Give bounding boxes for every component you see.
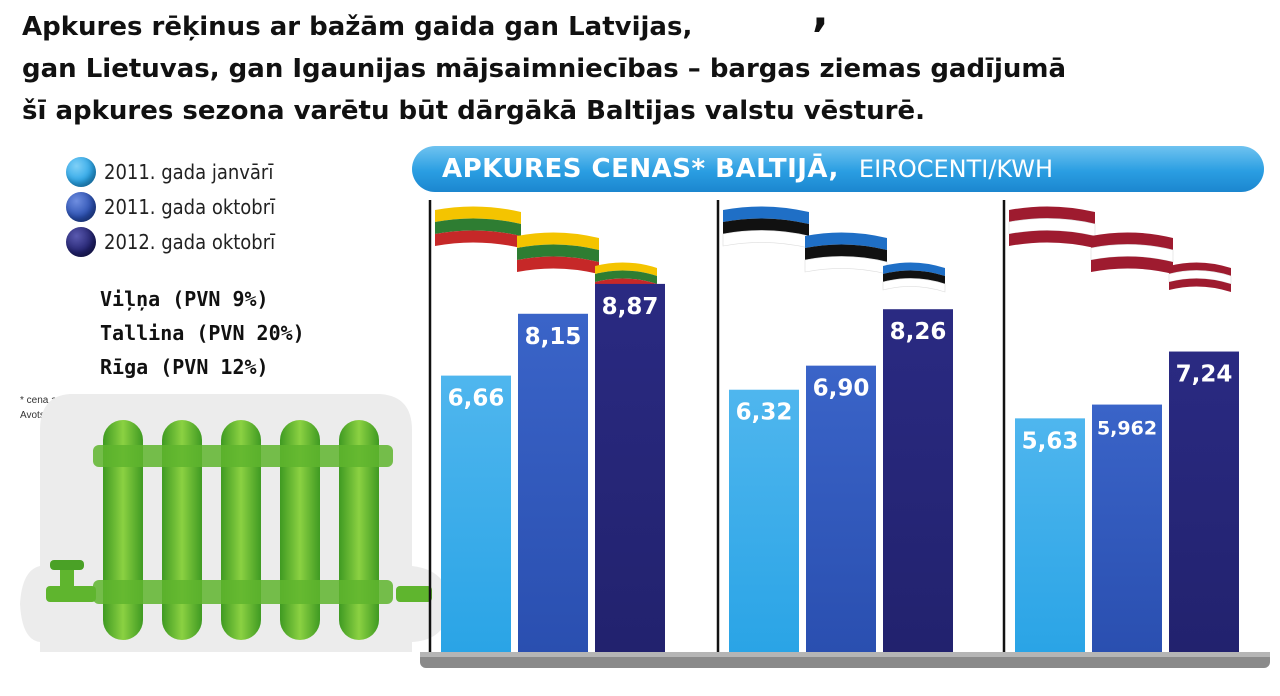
legend-label: 2011. gada oktobrī: [104, 194, 276, 219]
legend-item: 2012. gada oktobrī: [66, 224, 275, 259]
headline: Apkures rēķinus ar bažām gaida gan Latvi…: [22, 6, 1202, 132]
bar: [595, 283, 665, 652]
chart-title-banner: APKURES CENAS* BALTIJĀ, EIROCENTI/KWH: [412, 146, 1264, 192]
chart-title: APKURES CENAS* BALTIJĀ,: [442, 154, 839, 184]
city-tallinn: Tallina (PVN 20%): [100, 321, 305, 345]
bar-value-label: 7,24: [1176, 362, 1233, 388]
bar-value-label: 8,15: [525, 324, 582, 350]
legend: 2011. gada janvārī 2011. gada oktobrī 20…: [66, 154, 275, 259]
legend-label: 2012. gada oktobrī: [104, 229, 276, 254]
radiator-valve: [46, 560, 432, 602]
headline-line-3: šī apkures sezona varētu būt dārgākā Bal…: [22, 96, 925, 126]
legend-swatch-2011-jan: [66, 156, 96, 187]
bar-value-label: 8,26: [890, 319, 947, 345]
bar: [441, 375, 511, 652]
legend-label: 2011. gada janvārī: [104, 159, 274, 184]
bar: [806, 365, 876, 652]
headline-line-2: gan Lietuvas, gan Igaunijas mājsaimniecī…: [22, 54, 1067, 84]
radiator-fins: [93, 420, 393, 640]
bar-value-label: 5,63: [1022, 428, 1079, 454]
legend-item: 2011. gada oktobrī: [66, 189, 275, 224]
legend-swatch-2011-oct: [66, 191, 96, 222]
bar: [1169, 351, 1239, 652]
legend-item: 2011. gada janvārī: [66, 154, 275, 189]
flag-latvia: [1008, 206, 1232, 292]
chart-baseline-highlight: [420, 652, 1270, 657]
chart-units: EIROCENTI/KWH: [858, 155, 1054, 183]
bar-value-label: 5,962: [1097, 418, 1157, 440]
bar: [1092, 404, 1162, 652]
city-vat-list: Viļņa (PVN 9%) Tallina (PVN 20%) Rīga (P…: [100, 282, 305, 384]
headline-comma: ,: [812, 0, 829, 37]
radiator-illustration: [20, 394, 450, 652]
headline-line-1: Apkures rēķinus ar bažām gaida gan Latvi…: [22, 12, 693, 42]
bar-value-label: 8,87: [602, 294, 659, 320]
bar-value-label: 6,90: [813, 376, 870, 402]
flag-lithuania: [435, 206, 657, 292]
bar-value-label: 6,32: [736, 400, 793, 426]
bar: [1015, 418, 1085, 652]
city-vilnius: Viļņa (PVN 9%): [100, 287, 269, 311]
bar-value-label: 6,66: [448, 386, 505, 412]
bar: [729, 389, 799, 652]
flag-estonia: [722, 206, 946, 293]
city-riga: Rīga (PVN 12%): [100, 355, 269, 379]
legend-swatch-2012-oct: [66, 226, 96, 257]
bar: [883, 309, 953, 652]
bar: [518, 313, 588, 652]
